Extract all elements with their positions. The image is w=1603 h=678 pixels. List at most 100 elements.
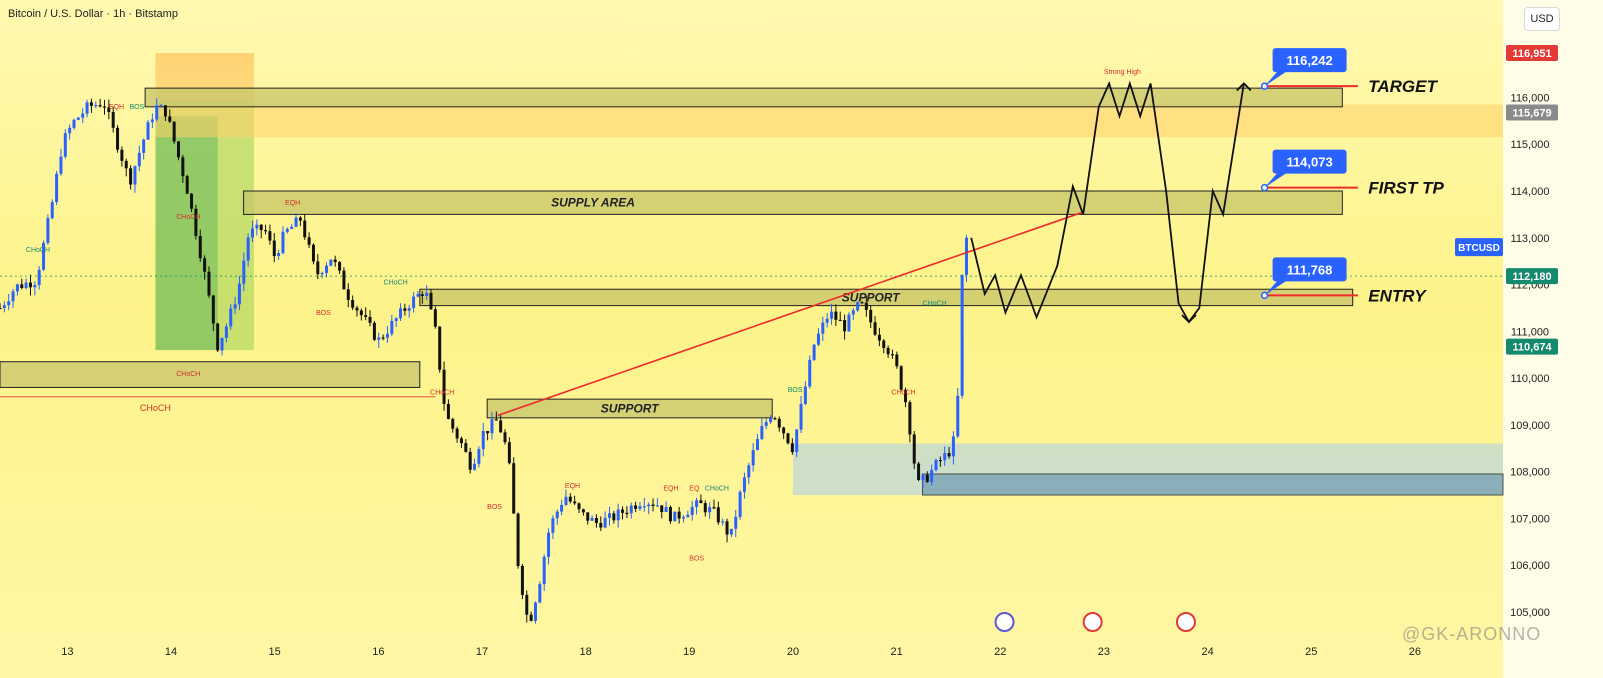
structure-label: CHoCH — [26, 247, 50, 254]
currency-button[interactable]: USD — [1524, 7, 1560, 31]
candle-body — [281, 231, 285, 254]
candle-body — [303, 220, 307, 238]
candle-body — [629, 505, 633, 514]
callout-pointer — [1264, 171, 1289, 188]
candle-body — [15, 284, 19, 292]
candle-body — [777, 418, 781, 428]
candle-body — [333, 259, 337, 263]
candle-body — [869, 309, 873, 323]
projection-path — [970, 80, 1245, 324]
candle-body — [533, 602, 537, 621]
candle-body — [294, 217, 298, 227]
candle-body — [442, 369, 446, 404]
y-tick-label: 111,000 — [1511, 326, 1549, 338]
candle-body — [111, 112, 115, 128]
candle-body — [638, 506, 642, 509]
zone-box — [419, 288, 1354, 307]
candle-body — [503, 432, 507, 443]
candle-body — [446, 403, 450, 419]
candle-body — [790, 443, 794, 453]
candle-body — [956, 395, 960, 437]
axes-layer: 105,000 106,000 107,000 108,000 109,000 110,0… — [61, 44, 1558, 658]
candle-body — [116, 127, 120, 150]
candle-body — [407, 308, 411, 311]
candle-body — [908, 402, 912, 435]
candle-body — [399, 308, 403, 319]
callout-value: 114,073 — [1286, 155, 1332, 170]
candle-body — [890, 354, 894, 356]
candle-body — [708, 507, 712, 513]
candle-body — [211, 295, 215, 324]
callout-box — [1272, 149, 1347, 174]
callout-box — [1272, 48, 1347, 73]
candle-body — [473, 463, 477, 470]
candle-body — [568, 496, 572, 502]
candle-body — [207, 271, 211, 296]
candle-body — [50, 202, 54, 219]
zone-label: SUPPORT — [601, 401, 660, 415]
candle-body — [198, 235, 202, 259]
candle-body — [616, 509, 620, 521]
structure-label: BOS — [130, 104, 145, 111]
candle-body — [642, 506, 646, 508]
candle-body — [85, 102, 89, 114]
candle-body — [647, 504, 651, 507]
candle-body — [338, 262, 342, 271]
structure-label: EQ — [689, 485, 700, 492]
candle-body — [355, 307, 359, 311]
candle-body — [577, 503, 581, 510]
candle-body — [499, 420, 503, 433]
candle-body — [451, 418, 455, 429]
candle-body — [668, 506, 672, 522]
structure-label: EQH — [285, 200, 300, 207]
candle-body — [590, 517, 594, 521]
zone-label: SUPPLY AREA — [551, 196, 635, 210]
candle-body — [20, 284, 24, 289]
candle-body — [529, 614, 533, 621]
candle-body — [860, 302, 864, 304]
structure-label: CHoCH — [430, 389, 454, 396]
candle-body — [651, 504, 655, 506]
candle-body — [703, 503, 707, 513]
candle-body — [481, 431, 485, 450]
candle-body — [555, 511, 559, 519]
candle-body — [877, 334, 881, 341]
candle-body — [799, 403, 803, 430]
zone-box — [0, 361, 421, 388]
candle-body — [242, 260, 246, 284]
candle-body — [769, 418, 773, 423]
candle-body — [738, 491, 742, 517]
candle-body — [695, 500, 699, 507]
candle-body — [882, 340, 886, 349]
candle-body — [873, 322, 877, 335]
arrow-up-head — [1236, 82, 1252, 92]
candle-body — [203, 258, 207, 272]
candle-body — [494, 419, 498, 421]
candle-body — [699, 500, 703, 504]
candle-body — [712, 507, 716, 509]
symbol-tag — [1455, 238, 1503, 257]
candle-body — [272, 240, 276, 257]
annotations-layer: 116,242 TARGET 114,073 FIRST TP 111,768 ENTRY… — [26, 48, 1444, 562]
candle-body — [655, 505, 659, 507]
candle-body — [930, 470, 934, 482]
event-icon — [1175, 612, 1196, 632]
zone-box — [486, 398, 773, 419]
y-tick-label: 108,000 — [1510, 467, 1550, 479]
candle-body — [24, 282, 28, 289]
candle-body — [917, 463, 921, 480]
candle-body — [342, 270, 346, 290]
candle-body — [72, 119, 76, 128]
candle-body — [760, 426, 764, 440]
chart-title: Bitcoin / U.S. Dollar · 1h · Bitstamp — [8, 8, 178, 20]
structure-label: CHoCH — [176, 214, 200, 221]
candle-body — [677, 511, 681, 519]
candle-body — [581, 509, 585, 513]
candle-body — [825, 318, 829, 323]
trendline — [497, 211, 1084, 417]
y-tick-label: 105,000 — [1510, 607, 1550, 619]
candle-body — [551, 518, 555, 533]
price-tag — [1506, 268, 1558, 285]
candle-body — [899, 366, 903, 390]
